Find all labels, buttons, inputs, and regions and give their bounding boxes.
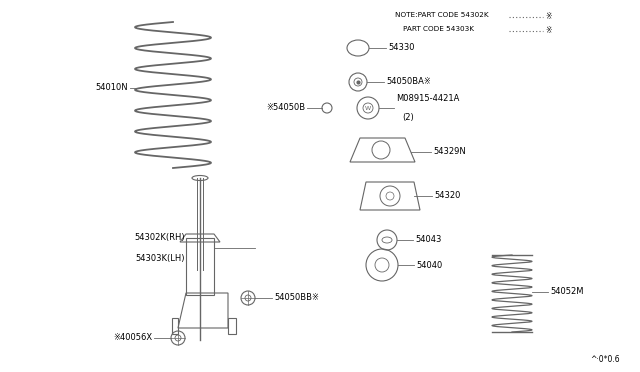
Text: NOTE:PART CODE 54302K: NOTE:PART CODE 54302K [395,12,488,18]
Text: M08915-4421A: M08915-4421A [396,94,460,103]
Text: 54043: 54043 [415,235,442,244]
Text: 54040: 54040 [416,260,442,269]
Text: 54320: 54320 [434,192,460,201]
Text: ※: ※ [545,26,552,35]
Text: 54302K(RH): 54302K(RH) [134,233,185,242]
Text: 54052M: 54052M [550,288,584,296]
Text: ※40056X: ※40056X [113,334,152,343]
Text: 54050BA※: 54050BA※ [386,77,431,87]
Text: 54303K(LH): 54303K(LH) [136,254,185,263]
Text: 54329N: 54329N [433,148,466,157]
Text: W: W [365,106,371,110]
Text: PART CODE 54303K: PART CODE 54303K [403,26,474,32]
Text: ※54050B: ※54050B [266,103,305,112]
Text: ^·0*0.6: ^·0*0.6 [590,355,620,364]
Text: 54010N: 54010N [95,83,128,93]
Text: 54330: 54330 [388,44,415,52]
Text: (2): (2) [402,113,413,122]
Text: 54050BB※: 54050BB※ [274,294,319,302]
Text: ※: ※ [545,12,552,21]
